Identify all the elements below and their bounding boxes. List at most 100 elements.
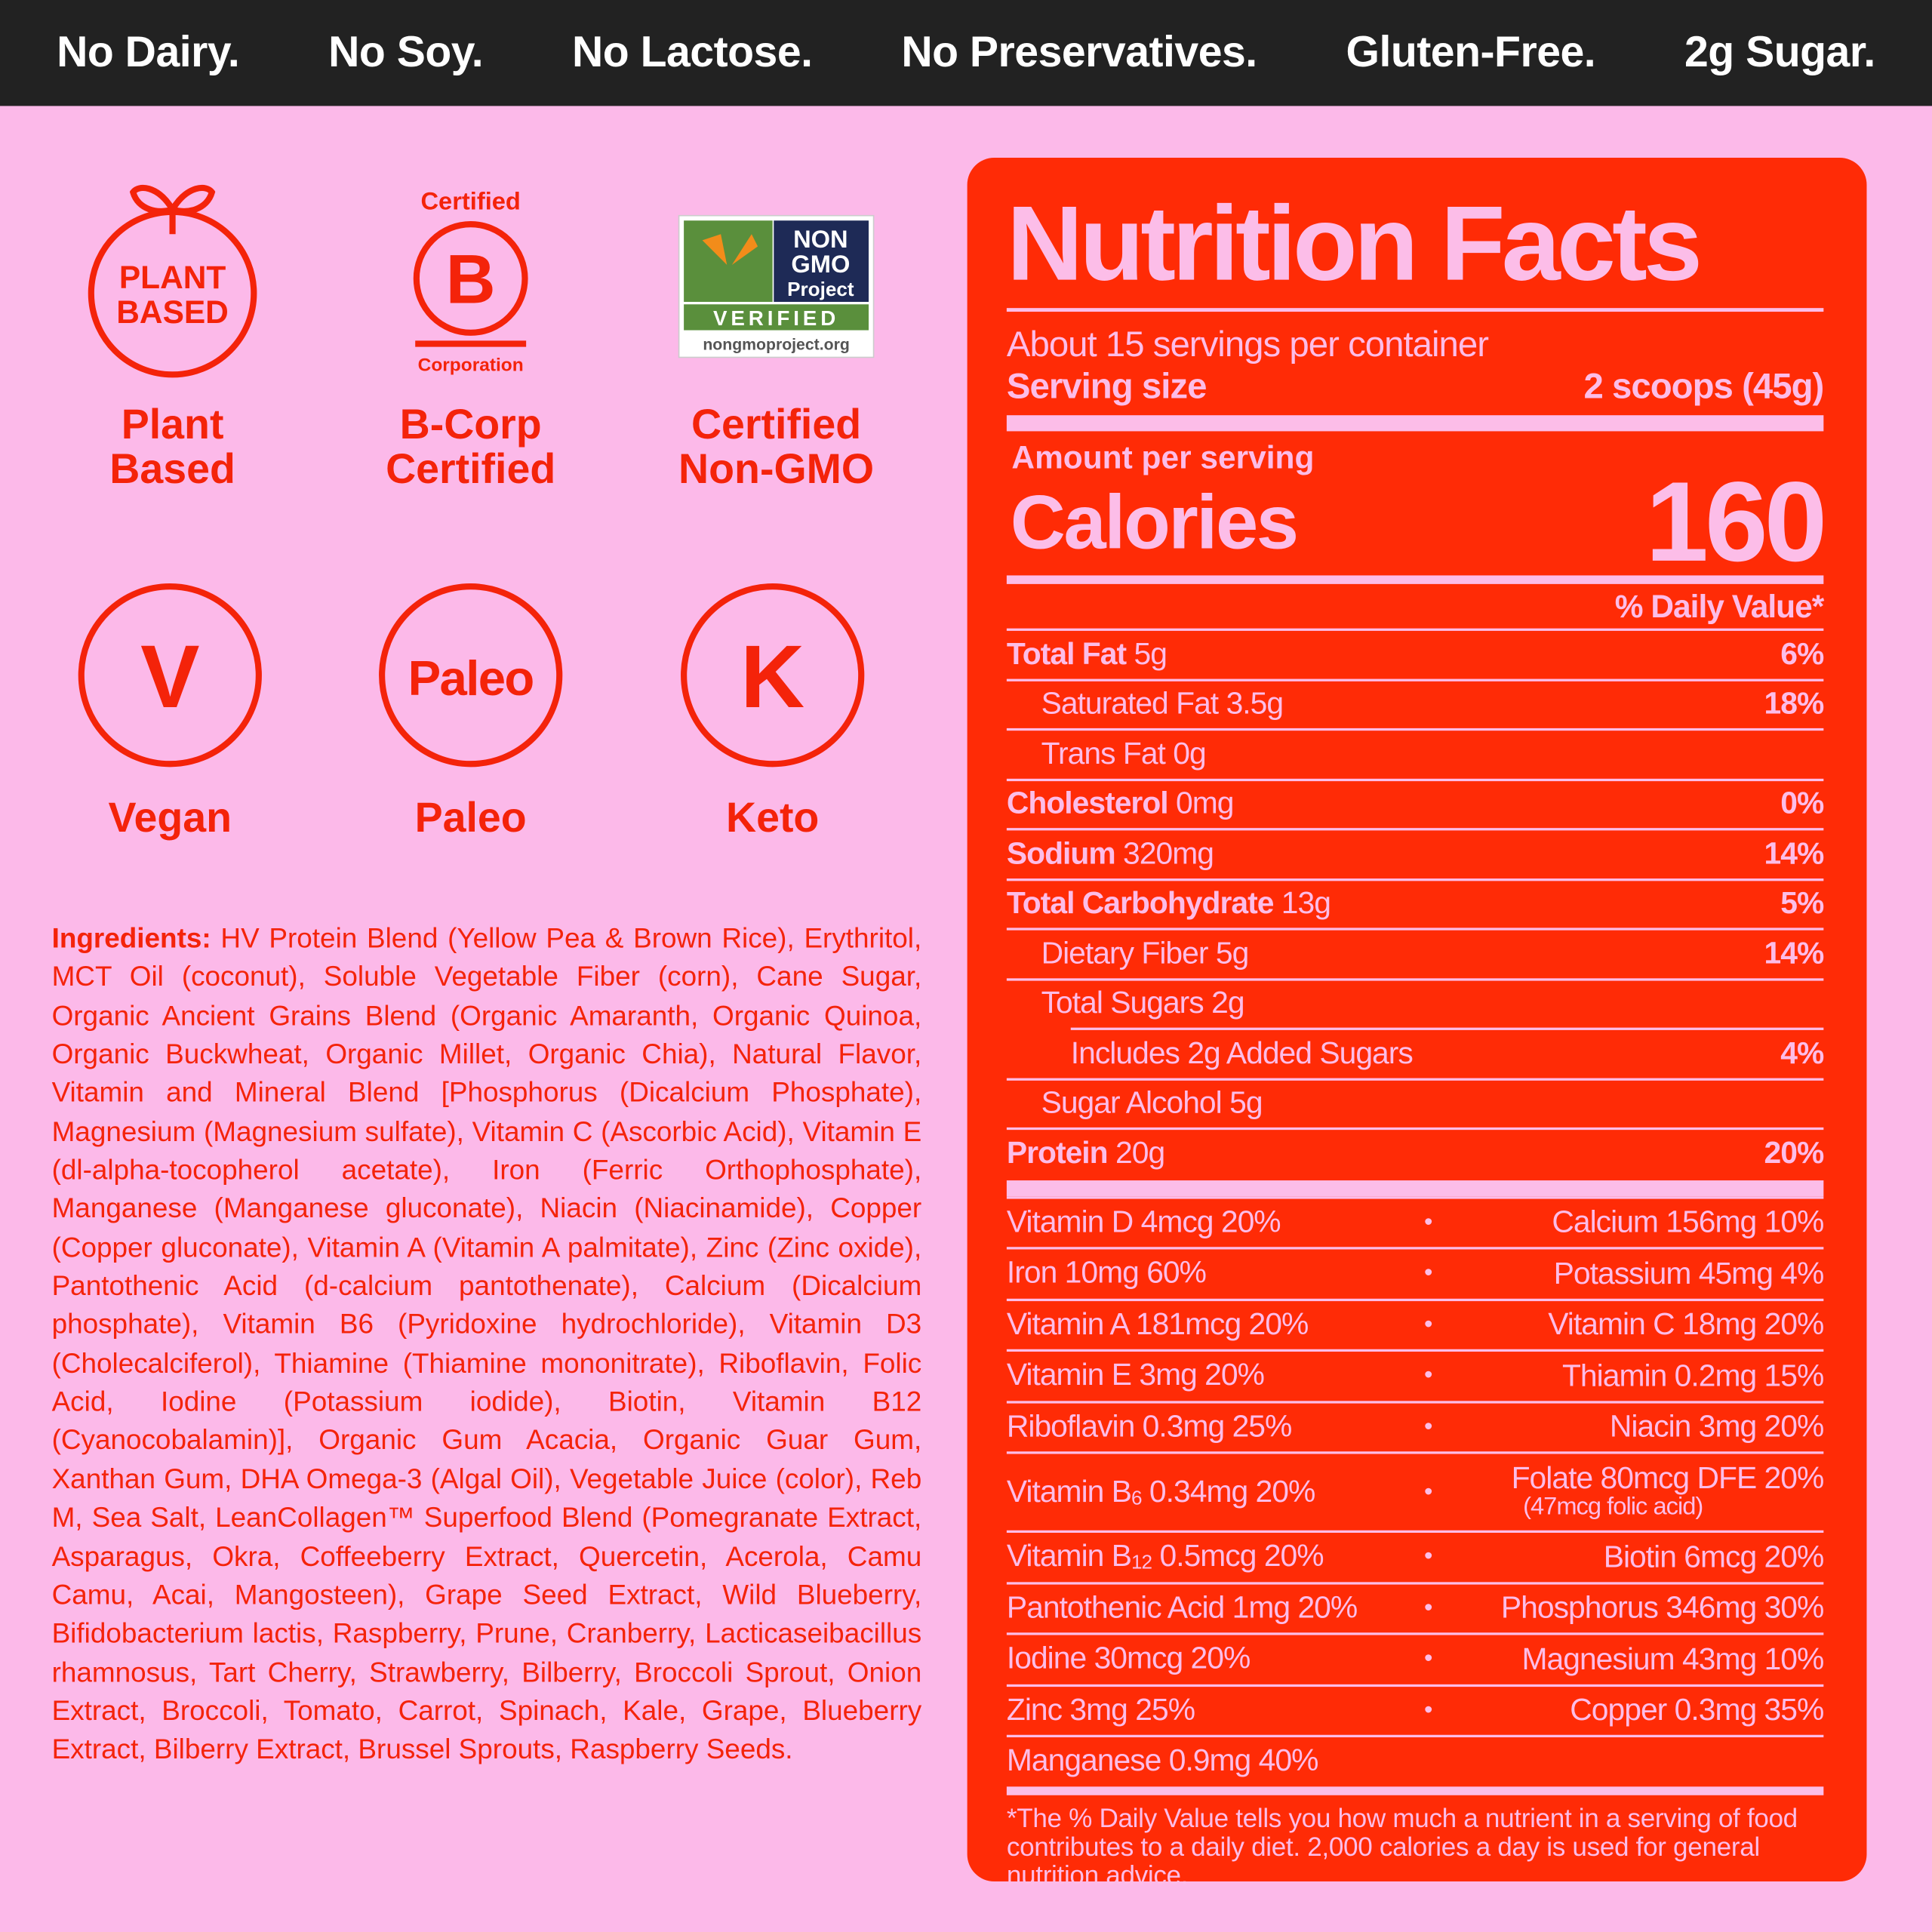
separator: • (1424, 1478, 1432, 1506)
badge-icon-text: Certified (420, 187, 520, 215)
vitamin-text: Vitamin B (1006, 1474, 1132, 1509)
separator: • (1424, 1543, 1432, 1571)
vitamin: Vitamin C 18mg 20% (1457, 1307, 1824, 1343)
nutrient-amount: 2g (1211, 986, 1244, 1021)
nutrient-rows: Total Fat 5g 6% Saturated Fat 3.5g 18% Trans… (1006, 628, 1825, 1177)
nutrient-name: Total Fat (1006, 636, 1127, 672)
nutrient: Sodium 320mg (1007, 836, 1214, 872)
nutrient-name: Protein (1006, 1135, 1109, 1171)
vitamin-text: Vitamin C 18mg 20% (1548, 1307, 1824, 1343)
vitamin-row: Zinc 3mg 25% • Copper 0.3mg 35% (1006, 1684, 1824, 1735)
vitamin: Zinc 3mg 25% (1007, 1693, 1398, 1728)
nutrient: Trans Fat 0g (1041, 736, 1207, 772)
vitamin: Riboflavin 0.3mg 25% (1007, 1409, 1398, 1444)
nutrient-amount: 320mg (1123, 836, 1214, 871)
label-line: Certified (691, 401, 862, 449)
vitamin: Copper 0.3mg 35% (1457, 1693, 1824, 1728)
badge-icon-text: nongmoproject.org (703, 337, 850, 354)
daily-value: 14% (1764, 936, 1825, 971)
servings: About 15 servings per container (1006, 325, 1489, 365)
separator: • (1424, 1310, 1432, 1338)
vitamin-text: Folate 80mcg DFE 20% (1511, 1461, 1825, 1497)
vitamin-text: Thiamin 0.2mg 15% (1561, 1358, 1824, 1394)
vitamin-text: Potassium 45mg 4% (1553, 1256, 1825, 1291)
badge-icon-text: B (446, 242, 496, 318)
vitamin-text: Phosphorus 346mg 30% (1500, 1591, 1824, 1626)
vitamin-text: Iodine 30mcg 20% (1006, 1641, 1251, 1676)
nutrient-name: Dietary Fiber (1041, 936, 1209, 971)
vitamin: Pantothenic Acid 1mg 20% (1007, 1590, 1398, 1626)
amount-label: Amount per serving (1011, 438, 1315, 476)
badge-label: Keto (625, 796, 921, 841)
vitamin-row: Vitamin A 181mcg 20% • Vitamin C 18mg 20% (1006, 1297, 1824, 1349)
vitamin-row: Pantothenic Acid 1mg 20% • Phosphorus 346m… (1006, 1581, 1824, 1633)
vitamin: Thiamin 0.2mg 15% (1457, 1358, 1824, 1394)
nutrient-name: Saturated Fat (1041, 686, 1220, 721)
butterfly (702, 234, 758, 266)
badge-icon-text: NON (793, 225, 848, 253)
badge-ring (379, 583, 563, 768)
badge-icon-text: V (140, 627, 199, 726)
vitamin-row: Vitamin B12 0.5mcg 20% • Biotin 6mcg 20% (1006, 1530, 1824, 1582)
vitamin: Vitamin B12 0.5mcg 20% (1007, 1540, 1398, 1575)
nutrient-row: Cholesterol 0mg 0% (1006, 778, 1824, 828)
nutrient-name: Sugar Alcohol (1041, 1085, 1223, 1121)
badges: PLANT BASED Certified B Corporation NON … (78, 184, 875, 768)
vitamin: Iron 10mg 60% (1007, 1256, 1398, 1291)
nutrient: Total Sugars 2g (1041, 986, 1245, 1022)
vitamin-rows: Vitamin D 4mcg 20% • Calcium 156mg 10% Iron… (1006, 1195, 1825, 1786)
claim: 2g Sugar. (1684, 28, 1875, 77)
label-line: Based (109, 446, 235, 494)
claim: No Lactose. (572, 28, 813, 77)
nutrient-row: Trans Fat 0g (1006, 728, 1824, 778)
separator: • (1424, 1361, 1432, 1389)
vitamin: Vitamin B6 0.34mg 20% (1007, 1474, 1398, 1509)
serving-size: Serving size 2 scoops (45g) (1006, 366, 1824, 408)
daily-value: 6% (1780, 636, 1824, 672)
vitamin-amount: 0.34mg 20% (1141, 1474, 1315, 1509)
badge-icon-text: Paleo (408, 651, 534, 706)
label-line: Keto (725, 795, 820, 842)
vitamin-text: Vitamin E 3mg 20% (1006, 1358, 1265, 1393)
vitamin-row: Vitamin B6 0.34mg 20% • Folate 80mcg DFE 2… (1006, 1451, 1825, 1530)
serving-size-value: 2 scoops (45g) (1583, 367, 1824, 407)
badge-icon-text: K (740, 627, 804, 726)
verified-band (684, 304, 869, 331)
nutrient-name: Trans Fat (1041, 736, 1166, 771)
separator: • (1424, 1259, 1432, 1287)
label-line: Vegan (108, 795, 232, 842)
badge-icon-text: BASED (116, 294, 229, 330)
nutrient-name: Total Carbohydrate (1006, 886, 1275, 921)
nongmo-box (774, 220, 869, 302)
badge-label: B-Corp Certified (323, 403, 619, 492)
calories-label: Calories (1010, 479, 1299, 565)
badge-label: Vegan (22, 796, 318, 841)
daily-value: 5% (1780, 886, 1824, 921)
footnote: *The % Daily Value tells you how much a … (1006, 1803, 1798, 1890)
vitamin-row: Riboflavin 0.3mg 25% • Niacin 3mg 20% (1006, 1400, 1824, 1452)
serving-size-label: Serving size (1006, 367, 1208, 407)
badge-label: Certified Non-GMO (629, 403, 924, 492)
vitamin: Magnesium 43mg 10% (1457, 1641, 1825, 1677)
badge-icon-text: Project (787, 278, 854, 300)
label-line: Certified (386, 446, 556, 494)
vitamin-text: Iron 10mg 60% (1006, 1256, 1207, 1291)
badge-icon-text: PLANT (119, 260, 226, 295)
vitamin: Calcium 156mg 10% (1457, 1205, 1824, 1240)
label-line: Non-GMO (678, 446, 875, 494)
thick-rule (1006, 415, 1824, 432)
separator: • (1424, 1208, 1432, 1236)
nutrient: Total Fat 5g (1006, 636, 1168, 672)
nutrient-amount: 0mg (1176, 786, 1234, 821)
sprout-icon (129, 184, 216, 235)
vitamin-text: Calcium 156mg 10% (1552, 1205, 1824, 1240)
vitamin-text: Magnesium 43mg 10% (1521, 1641, 1825, 1677)
nutrient-name: Includes 2g Added Sugars (1070, 1035, 1414, 1071)
nutrient-amount: 5g (1215, 936, 1249, 971)
medium-rule (1006, 575, 1824, 584)
nutrition-facts: Nutrition Facts About 15 servings per co… (967, 157, 1867, 1889)
vitamin-text: Copper 0.3mg 35% (1570, 1693, 1824, 1728)
daily-value: 18% (1764, 686, 1825, 721)
